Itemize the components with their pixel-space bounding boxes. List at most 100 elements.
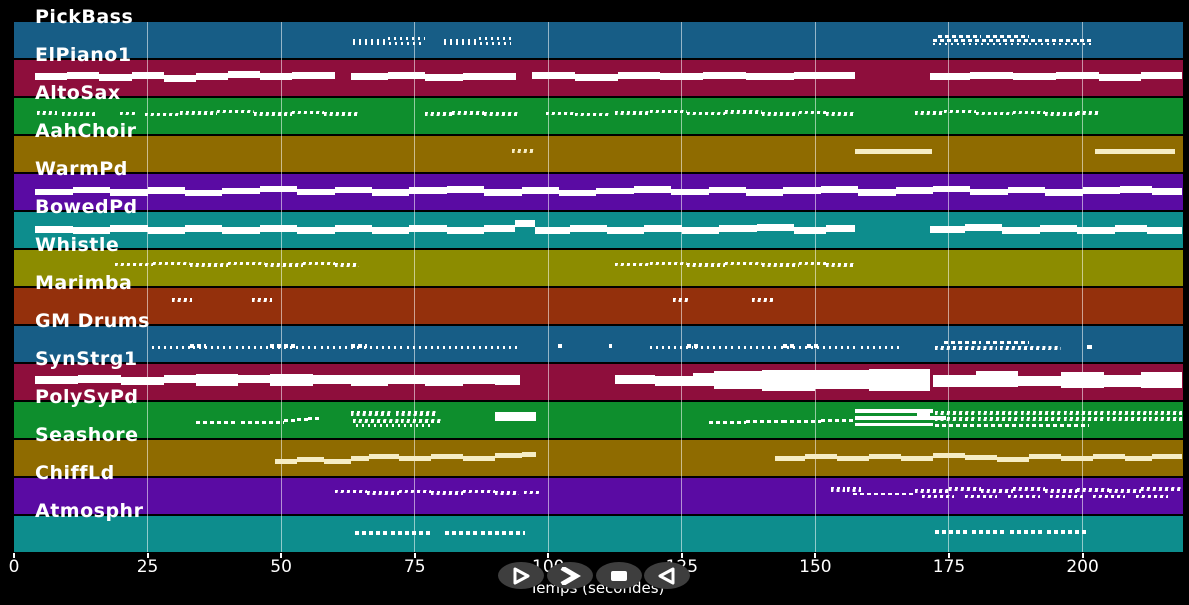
note-segment xyxy=(452,111,485,115)
note-segment xyxy=(334,224,372,232)
note-segment xyxy=(398,489,431,494)
note-segment xyxy=(147,187,185,194)
note-segment xyxy=(1141,372,1183,389)
note-segment xyxy=(1077,226,1115,234)
note-segment xyxy=(353,42,426,45)
note-segment xyxy=(144,112,180,117)
note-segment xyxy=(34,188,73,196)
note-segment xyxy=(195,420,239,424)
note-segment xyxy=(1046,530,1090,535)
note-segment xyxy=(192,346,234,350)
fast-forward-button[interactable] xyxy=(547,562,593,589)
note-segment xyxy=(462,455,495,461)
gridline xyxy=(814,22,816,552)
note-segment xyxy=(350,73,388,81)
note-segment xyxy=(532,72,575,80)
note-segment xyxy=(708,420,746,424)
note-segment xyxy=(826,112,855,116)
note-segment xyxy=(854,149,933,154)
note-segment xyxy=(120,376,164,385)
note-segment xyxy=(371,189,410,196)
axis-tick-label: 50 xyxy=(270,557,292,577)
note-segment xyxy=(981,488,1014,493)
track-label-marimba: Marimba xyxy=(35,272,133,294)
note-segment xyxy=(997,456,1030,462)
note-segment xyxy=(971,530,1006,535)
track-band-atmosphr xyxy=(14,516,1183,552)
note-segment xyxy=(737,346,778,350)
note-segment xyxy=(895,187,933,194)
note-segment xyxy=(932,185,971,193)
note-segment xyxy=(251,298,273,303)
note-segment xyxy=(1141,72,1183,80)
gridline xyxy=(948,22,950,552)
note-segment xyxy=(1045,112,1078,116)
note-segment xyxy=(596,187,634,195)
note-segment xyxy=(1152,188,1183,195)
note-segment xyxy=(163,375,196,384)
note-segment xyxy=(110,189,148,196)
track-band-aahchoir xyxy=(14,136,1183,172)
note-segment xyxy=(932,38,1091,42)
note-segment xyxy=(184,224,223,232)
note-segment xyxy=(975,111,1014,116)
note-segment xyxy=(965,494,998,498)
note-segment xyxy=(462,72,517,80)
note-segment xyxy=(462,374,495,384)
note-segment xyxy=(283,419,298,423)
note-segment xyxy=(724,261,762,266)
note-segment xyxy=(574,73,618,81)
note-segment xyxy=(366,491,399,495)
note-segment xyxy=(1021,410,1062,415)
track-label-atmosphr: Atmosphr xyxy=(35,500,144,522)
track-label-bowedpd: BowedPd xyxy=(35,196,138,218)
note-segment xyxy=(35,376,79,385)
note-segment xyxy=(195,72,228,80)
note-segment xyxy=(1149,410,1183,415)
note-segment xyxy=(1031,424,1090,428)
note-segment xyxy=(558,189,597,197)
note-segment xyxy=(745,73,795,81)
note-segment xyxy=(444,38,479,42)
note-segment xyxy=(1018,375,1062,386)
rewind-button[interactable] xyxy=(644,562,690,589)
axis-tick xyxy=(680,553,683,558)
note-segment xyxy=(259,73,292,81)
note-segment xyxy=(943,109,976,114)
note-segment xyxy=(983,424,1030,428)
axis-tick xyxy=(1081,553,1084,558)
note-segment xyxy=(110,225,148,233)
note-segment xyxy=(823,346,859,350)
note-segment xyxy=(406,346,447,350)
note-segment xyxy=(836,455,869,461)
note-segment xyxy=(965,455,998,461)
note-segment xyxy=(934,417,976,421)
note-segment xyxy=(948,486,982,491)
note-segment xyxy=(387,71,426,79)
note-segment xyxy=(353,38,388,42)
note-segment xyxy=(1061,371,1104,388)
stop-button[interactable] xyxy=(596,562,642,589)
note-segment xyxy=(445,531,479,535)
note-segment xyxy=(222,227,260,235)
note-segment xyxy=(929,225,965,233)
note-segment xyxy=(687,263,725,267)
note-segment xyxy=(278,346,319,350)
track-label-chiffld: ChiffLd xyxy=(35,462,115,484)
note-segment xyxy=(227,71,260,79)
note-segment xyxy=(1114,225,1147,233)
note-segment xyxy=(649,109,688,114)
note-segment xyxy=(297,457,324,463)
note-segment xyxy=(916,409,931,417)
note-segment xyxy=(1087,345,1092,349)
play-button[interactable] xyxy=(498,562,544,589)
note-segment xyxy=(868,453,901,459)
note-segment xyxy=(860,346,900,350)
note-segment xyxy=(444,42,511,45)
note-segment xyxy=(1055,71,1099,79)
note-segment xyxy=(644,225,682,233)
note-segment xyxy=(1029,454,1062,460)
note-segment xyxy=(820,418,853,422)
note-segment xyxy=(478,346,520,350)
note-segment xyxy=(1045,189,1083,196)
